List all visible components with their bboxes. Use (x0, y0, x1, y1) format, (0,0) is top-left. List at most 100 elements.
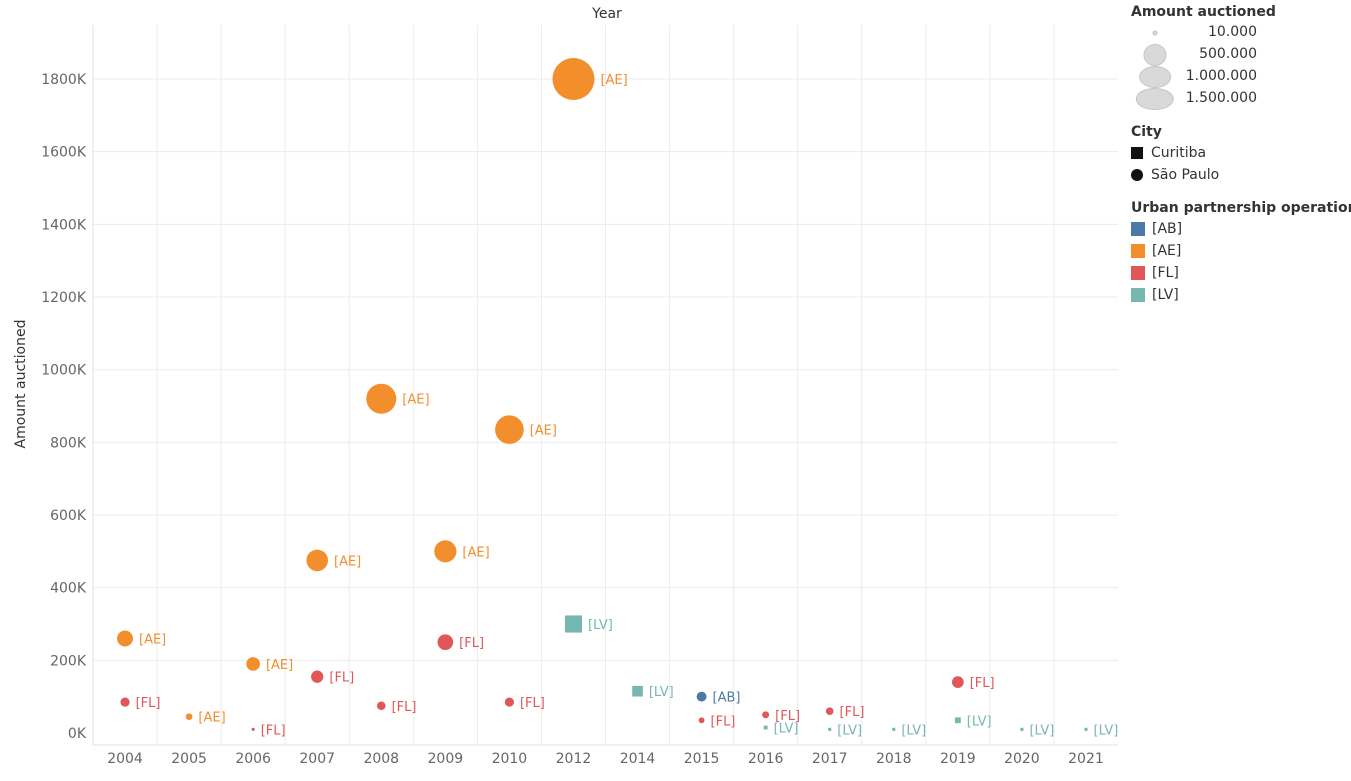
data-label: [LV] (837, 723, 862, 738)
x-tick-label: 2009 (428, 751, 464, 767)
x-tick-label: 2006 (235, 751, 271, 767)
data-label: [FL] (711, 714, 736, 729)
square-shape-icon (1131, 147, 1143, 159)
city-legend-item-sao-paulo[interactable]: São Paulo (1131, 164, 1349, 186)
x-tick-label: 2017 (812, 751, 848, 767)
data-point-circle[interactable] (117, 630, 134, 647)
data-point-circle[interactable] (504, 697, 514, 707)
data-label: [AE] (402, 393, 429, 408)
operation-legend-item-ab[interactable]: [AB] (1131, 218, 1349, 240)
y-tick-label: 1400K (41, 217, 87, 233)
data-point-square[interactable] (564, 615, 583, 633)
data-label: [FL] (520, 696, 545, 711)
x-tick-label: 2018 (876, 751, 912, 767)
size-circle-icon (1143, 44, 1167, 66)
data-point-circle[interactable] (698, 717, 705, 724)
x-tick-label: 2020 (1004, 751, 1040, 767)
data-point-square[interactable] (632, 685, 643, 697)
size-circle-icon (1135, 88, 1175, 110)
data-label: [LV] (774, 722, 799, 737)
data-point-circle[interactable] (246, 657, 260, 671)
data-point-circle[interactable] (366, 383, 397, 414)
size-legend-label: 500.000 (1199, 46, 1257, 62)
data-point-circle[interactable] (951, 676, 964, 688)
data-point-circle[interactable] (762, 711, 770, 719)
y-axis-ticks: 0K 200K 400K 600K 800K 1000K 1200K 1400K 1600K 18… (41, 72, 87, 742)
color-swatch-ae (1131, 244, 1145, 258)
city-legend: City Curitiba São Paulo (1131, 124, 1349, 186)
y-axis-label: Amount auctioned (13, 320, 29, 449)
operation-legend-label: [AB] (1152, 221, 1183, 237)
operation-legend-item-fl[interactable]: [FL] (1131, 262, 1349, 284)
data-label: [FL] (775, 709, 800, 724)
data-label: [AE] (600, 73, 627, 88)
data-label: [AE] (334, 554, 361, 569)
data-label: [LV] (901, 723, 926, 738)
y-tick-label: 400K (50, 581, 87, 597)
data-label: [FL] (459, 636, 484, 651)
data-label: [FL] (329, 671, 354, 686)
data-point-square[interactable] (763, 725, 768, 730)
legend-panel: Amount auctioned 10.000 500.000 1.000.000 1… (1131, 4, 1351, 320)
data-points: [AE] [AE] [AE] [AE] [AE] [LV] [AE] [FL] [AE] [FL]… (117, 58, 1118, 738)
y-tick-label: 600K (50, 508, 87, 524)
x-tick-label: 2021 (1068, 751, 1104, 767)
data-label: [AE] (530, 424, 557, 439)
city-legend-label: Curitiba (1151, 145, 1207, 161)
y-tick-label: 1600K (41, 145, 87, 161)
data-point-circle[interactable] (306, 549, 329, 572)
data-label: [FL] (970, 676, 995, 691)
operation-legend-title: Urban partnership operation (1131, 200, 1351, 216)
data-label: [AB] (713, 691, 741, 706)
data-point-circle[interactable] (120, 697, 130, 707)
color-swatch-lv (1131, 288, 1145, 302)
data-point-circle[interactable] (696, 691, 707, 702)
operation-legend-item-lv[interactable]: [LV] (1131, 284, 1349, 306)
color-swatch-fl (1131, 266, 1145, 280)
data-point-square[interactable] (1084, 727, 1088, 731)
data-point-square[interactable] (892, 727, 896, 731)
data-point-circle[interactable] (311, 670, 324, 683)
data-point-circle[interactable] (552, 58, 595, 100)
data-point-circle[interactable] (437, 634, 454, 650)
operation-legend-label: [AE] (1152, 243, 1182, 259)
x-tick-label: 2016 (748, 751, 784, 767)
gridlines (92, 25, 1118, 746)
chart-title: Year (591, 6, 622, 22)
data-point-circle[interactable] (376, 701, 386, 711)
circle-shape-icon (1131, 169, 1143, 181)
data-point-circle[interactable] (251, 727, 255, 731)
data-point-circle[interactable] (825, 707, 834, 716)
x-tick-label: 2014 (620, 751, 656, 767)
y-tick-label: 200K (50, 653, 87, 669)
size-legend-label: 10.000 (1208, 24, 1257, 40)
x-tick-label: 2007 (299, 751, 335, 767)
size-legend-item: 1.500.000 (1131, 88, 1349, 110)
operation-legend-label: [LV] (1152, 287, 1179, 303)
x-tick-label: 2010 (492, 751, 528, 767)
data-point-square[interactable] (954, 717, 961, 724)
x-axis-ticks: 2004 2005 2006 2007 2008 2009 2010 2012 2014 2015… (107, 751, 1104, 767)
data-label: [AE] (198, 711, 225, 726)
y-tick-label: 1000K (41, 363, 87, 379)
data-label: [LV] (1094, 723, 1119, 738)
city-legend-item-curitiba[interactable]: Curitiba (1131, 142, 1349, 164)
operation-legend-item-ae[interactable]: [AE] (1131, 240, 1349, 262)
data-label: [AE] (139, 633, 166, 648)
data-point-circle[interactable] (495, 415, 524, 444)
data-point-square[interactable] (1020, 727, 1024, 731)
x-tick-label: 2015 (684, 751, 720, 767)
city-legend-label: São Paulo (1151, 167, 1220, 183)
operation-legend: Urban partnership operation [AB] [AE] [F… (1131, 200, 1351, 306)
data-label: [FL] (261, 723, 286, 738)
data-point-circle[interactable] (434, 540, 457, 563)
x-tick-label: 2004 (107, 751, 143, 767)
size-circle-icon (1139, 66, 1171, 88)
data-point-circle[interactable] (185, 713, 193, 720)
size-legend-item: 1.000.000 (1131, 66, 1349, 88)
data-label: [LV] (649, 685, 674, 700)
data-label: [LV] (967, 714, 992, 729)
y-tick-label: 1800K (41, 72, 87, 88)
data-point-square[interactable] (828, 727, 832, 731)
x-tick-label: 2005 (171, 751, 207, 767)
